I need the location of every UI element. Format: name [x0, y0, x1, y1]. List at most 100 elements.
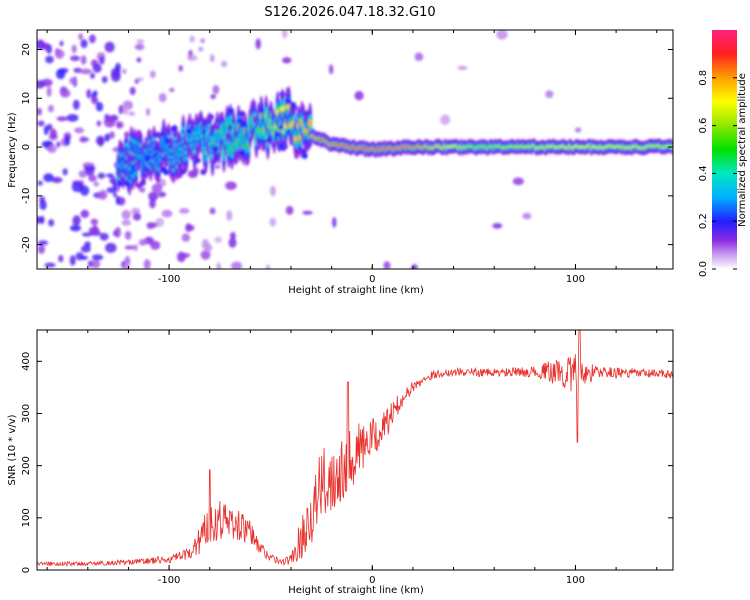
ridge-scatter [123, 180, 130, 187]
noise-blob [54, 49, 65, 59]
noise-blob [414, 52, 424, 61]
x-tick-label: -100 [158, 575, 181, 586]
noise-blob [89, 34, 96, 44]
noise-blob [255, 38, 261, 50]
noise-blob [43, 125, 49, 136]
noise-blob [132, 212, 142, 221]
noise-blob [226, 210, 233, 221]
snr-plot-area [37, 330, 673, 568]
noise-blob [80, 55, 87, 65]
noise-blob [80, 209, 90, 219]
ridge-scatter [164, 137, 171, 144]
ridge-mark [264, 113, 269, 119]
noise-blob [136, 39, 145, 44]
colorbar-tick-label: 0.2 [698, 213, 709, 229]
snr-series-line [37, 330, 673, 568]
noise-blob [37, 180, 44, 186]
ridge-scatter [239, 110, 246, 117]
noise-blob [522, 212, 532, 220]
noise-blob [200, 250, 211, 260]
noise-blob [60, 88, 71, 98]
noise-blob [231, 261, 243, 269]
ridge-scatter [304, 111, 311, 118]
noise-blob [79, 136, 88, 143]
noise-blob [71, 44, 77, 54]
ridge-scatter [212, 145, 219, 152]
ridge-scatter [214, 124, 221, 131]
noise-blob [210, 94, 216, 100]
noise-blob [71, 181, 84, 193]
colorbar-tick-label: 0.8 [698, 70, 709, 86]
colorbar-tick-label: 0.0 [698, 261, 709, 277]
snr-y-tick-label: 0 [21, 567, 32, 573]
snr-y-tick-label: 100 [21, 508, 32, 527]
noise-blob [411, 264, 418, 269]
noise-blob [149, 197, 156, 209]
ridge-scatter [273, 131, 280, 138]
noise-blob [37, 216, 44, 224]
noise-blob [112, 192, 117, 198]
noise-blob [512, 177, 524, 186]
noise-blob [101, 76, 108, 84]
noise-blob [109, 131, 115, 139]
noise-blob [138, 239, 147, 246]
noise-blob [95, 135, 105, 146]
noise-blob [56, 141, 61, 148]
noise-blob [91, 259, 101, 269]
noise-blob [146, 108, 151, 117]
noise-blob [121, 219, 132, 226]
ridge-scatter [154, 144, 161, 151]
colorbar-tick-label: 0.6 [698, 118, 709, 134]
snr-axes: -100 0 100 0 100 200 300 400 [21, 330, 673, 586]
noise-blob [181, 233, 191, 242]
noise-blob [201, 238, 210, 250]
noise-blob [37, 240, 49, 246]
noise-blob [80, 39, 88, 49]
noise-blob [49, 128, 58, 140]
noise-blob [189, 35, 195, 43]
noise-blob [178, 65, 184, 72]
noise-blob [177, 251, 186, 263]
colorbar-swatch [712, 30, 737, 269]
noise-blob [74, 127, 85, 134]
ridge-scatter [186, 128, 193, 135]
noise-blob [457, 65, 468, 70]
noise-blob [95, 101, 104, 112]
ridge-scatter [163, 169, 170, 176]
ridge-scatter [239, 149, 246, 156]
noise-blob [82, 162, 95, 167]
noise-blob [99, 232, 109, 241]
noise-blob [91, 254, 104, 261]
snr-frame [36, 329, 674, 571]
noise-blob [39, 200, 47, 211]
noise-blob [70, 55, 81, 62]
x-tick-label: -100 [158, 274, 181, 285]
snr-xlabel: Height of straight line (km) [288, 585, 424, 596]
noise-blob [122, 104, 129, 116]
noise-blob [200, 38, 205, 44]
noise-blob [148, 191, 159, 201]
noise-blob [496, 30, 508, 40]
ridge-mark [307, 120, 313, 126]
noise-blob [225, 181, 237, 190]
snr-ylabel: SNR (10 * v/v) [7, 414, 18, 485]
noise-blob [574, 127, 582, 133]
noise-blob [38, 39, 45, 50]
noise-blob [43, 173, 54, 183]
noise-blob [220, 60, 228, 68]
x-tick-label: 0 [369, 575, 375, 586]
snr-y-tick-label: 400 [21, 352, 32, 371]
noise-blob [265, 264, 271, 269]
noise-blob [136, 57, 142, 63]
noise-blob [64, 135, 71, 146]
y-tick-label: 0 [21, 144, 32, 150]
ridge-scatter [194, 157, 201, 164]
noise-blob [214, 164, 221, 169]
y-tick-label: -10 [21, 188, 32, 204]
noise-blob [209, 207, 216, 215]
spectrogram-ylabel: Frequency (Hz) [7, 112, 18, 188]
noise-blob [328, 64, 334, 75]
noise-blob [149, 70, 156, 79]
